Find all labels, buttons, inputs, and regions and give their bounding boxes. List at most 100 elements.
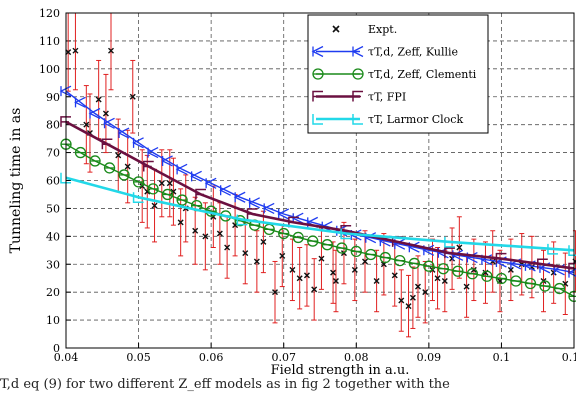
expt-point [507, 266, 514, 273]
expt-point [65, 49, 72, 56]
series-point [132, 137, 144, 149]
series-point [312, 90, 323, 102]
series-point [118, 169, 130, 181]
expt-point [95, 96, 102, 103]
series-point [321, 239, 333, 251]
legend-label: τT,d, Zeff, Kullie [368, 46, 458, 59]
series-point [452, 265, 464, 277]
series-point [74, 96, 86, 108]
series-point [352, 90, 363, 102]
expt-point [391, 272, 398, 279]
series-point [74, 146, 87, 159]
expt-point [422, 289, 429, 296]
series-line-3 [65, 176, 575, 252]
y-axis-ticks: 0 10 20 30 40 50 60 70 80 90 100 110 120 [39, 7, 71, 355]
expt-point [72, 47, 79, 54]
series-point [278, 227, 290, 240]
series-point [481, 270, 493, 282]
expt-point [83, 121, 90, 128]
series-point [142, 160, 154, 172]
y-tick-label: 60 [46, 175, 60, 188]
series-point [351, 45, 364, 58]
series-point [60, 116, 71, 127]
legend-label: τT,d, Zeff, Clementi [368, 68, 477, 81]
series-point [161, 155, 173, 167]
series-point [539, 280, 551, 292]
expt-point [332, 278, 339, 284]
series-point [246, 208, 258, 219]
series-point [263, 223, 275, 236]
series-point [553, 282, 566, 295]
expt-point [216, 230, 223, 237]
legend-label: τT, FPI [368, 91, 406, 104]
expt-point [279, 252, 286, 259]
series-point [219, 184, 231, 196]
series-point [466, 268, 479, 280]
series-point [495, 272, 508, 285]
y-tick-label: 80 [46, 119, 60, 132]
model-series [59, 85, 576, 303]
series-point [352, 68, 364, 80]
series-point [117, 127, 130, 139]
legend-entry: τT, Larmor Clock [312, 113, 463, 126]
expt-point [441, 278, 448, 284]
expt-point [398, 297, 405, 304]
expt-point [158, 180, 165, 187]
y-tick-label: 30 [46, 258, 60, 271]
y-axis-label: Tunneling time in as [8, 108, 24, 254]
legend-label: Expt. [368, 23, 397, 36]
series-point [103, 162, 116, 174]
series-point [352, 114, 363, 125]
series-point [101, 138, 113, 150]
legend-entry: Expt. [332, 23, 397, 36]
series-point [132, 192, 144, 203]
legend-entry: τT, FPI [312, 90, 406, 104]
expt-point [260, 238, 267, 245]
legend-label: τT, Larmor Clock [368, 113, 463, 126]
expt-point [434, 275, 441, 282]
series-point [103, 117, 115, 129]
expt-point [144, 188, 151, 195]
expt-point [296, 275, 303, 282]
series-point [233, 191, 246, 203]
expt-point [253, 258, 260, 265]
series-point [547, 243, 558, 255]
series-point [190, 170, 202, 182]
series-point [59, 85, 72, 97]
expt-point [124, 163, 131, 170]
expt-point [463, 283, 470, 290]
series-point [89, 155, 101, 167]
y-tick-label: 110 [39, 35, 60, 48]
series-point [176, 194, 188, 206]
series-point [204, 177, 217, 189]
x-tick-label: 0.09 [417, 351, 442, 364]
expt-point [456, 244, 463, 251]
expt-point [107, 47, 114, 54]
y-tick-label: 70 [46, 147, 60, 160]
series-point [146, 147, 159, 159]
series-point [437, 263, 450, 275]
series-point [312, 114, 323, 125]
expt-point [405, 303, 412, 310]
series-point [248, 197, 260, 209]
y-tick-label: 50 [46, 202, 60, 215]
series-line-2 [65, 120, 575, 270]
y-tick-label: 40 [46, 230, 60, 243]
expt-point [129, 93, 136, 100]
series-point [379, 251, 391, 264]
series-point [510, 275, 522, 287]
series-point [307, 235, 319, 247]
series-point [88, 107, 101, 120]
y-tick-label: 90 [46, 91, 60, 104]
x-tick-label: 0.07 [271, 351, 296, 364]
expt-point [289, 266, 296, 273]
series-point [236, 214, 248, 226]
series-point [394, 254, 406, 267]
series-point [262, 202, 275, 214]
x-axis-ticks: 0.04 0.05 0.06 0.07 0.08 0.09 0.1 0.11 [54, 343, 576, 364]
figure-caption: T,d eq (9) for two different Z_eff model… [0, 377, 450, 392]
x-tick-label: 0.05 [126, 351, 151, 364]
x-tick-label: 0.04 [54, 351, 79, 364]
x-axis-label: Field strength in a.u. [271, 363, 410, 378]
expt-point [242, 250, 249, 257]
